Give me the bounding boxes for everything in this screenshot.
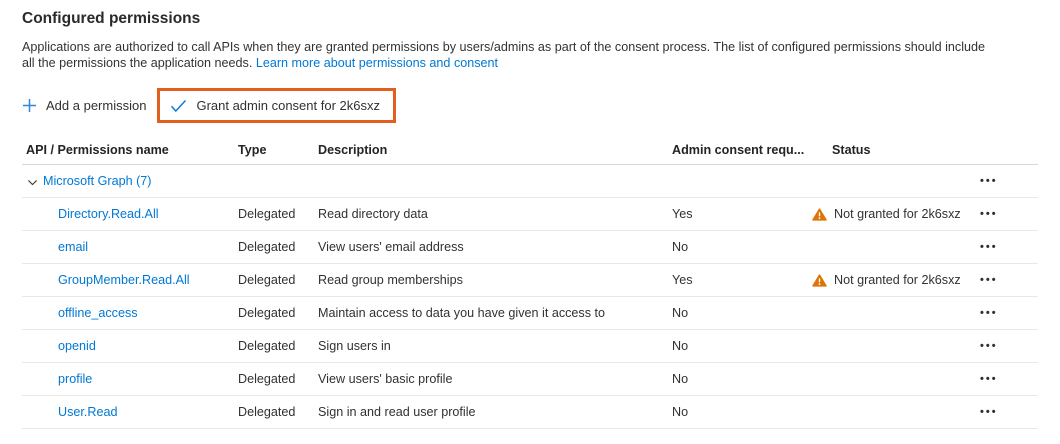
table-row: email Delegated View users' email addres… [22,231,1038,264]
warning-icon [812,273,827,287]
table-row: profile Delegated View users' basic prof… [22,363,1038,396]
status-cell: Not granted for 2k6sxz [812,207,980,221]
permission-description: Sign in and read user profile [318,405,476,419]
table-body: Directory.Read.All Delegated Read direct… [22,198,1038,429]
permission-description: View users' email address [318,240,464,254]
row-menu-button[interactable]: ••• [980,241,1014,253]
description-line2: all the permissions the application need… [22,56,253,70]
permission-type: Delegated [238,306,296,320]
api-group-cell: Microsoft Graph (7) [22,174,980,189]
permission-type: Delegated [238,339,296,353]
toolbar: Add a permission Grant admin consent for… [22,85,1038,126]
row-menu-button[interactable]: ••• [980,307,1014,319]
header-api-permissions-name: API / Permissions name [26,142,169,157]
permission-name-link[interactable]: openid [58,339,96,353]
status-cell [812,307,980,320]
header-description: Description [318,142,388,157]
permission-description: Sign users in [318,339,391,353]
learn-more-link[interactable]: Learn more about permissions and consent [255,56,499,70]
admin-consent-required-value: No [672,306,689,320]
admin-consent-required-value: No [672,339,689,353]
chevron-down-icon[interactable] [26,176,39,189]
table-row: Directory.Read.All Delegated Read direct… [22,198,1038,231]
status-cell [812,340,980,353]
row-menu-button[interactable]: ••• [980,340,1014,352]
permission-name-link[interactable]: email [58,240,89,254]
table-row: User.Read Delegated Sign in and read use… [22,396,1038,429]
header-type: Type [238,142,267,157]
row-menu-button[interactable]: ••• [980,274,1014,286]
permission-type: Delegated [238,273,296,287]
permission-description: Maintain access to data you have given i… [318,306,606,320]
grant-admin-consent-button[interactable]: Grant admin consent for 2k6sxz [170,98,380,113]
permission-description: Read directory data [318,207,428,221]
admin-consent-required-value: Yes [672,273,693,287]
row-menu-button[interactable]: ••• [980,175,1014,187]
admin-consent-required-value: Yes [672,207,693,221]
description-text: Applications are authorized to call APIs… [22,39,1038,71]
table-row: GroupMember.Read.All Delegated Read grou… [22,264,1038,297]
status-cell [812,406,980,419]
permission-name-link[interactable]: GroupMember.Read.All [58,273,190,287]
row-menu-button[interactable]: ••• [980,373,1014,385]
permission-type: Delegated [238,405,296,419]
plus-icon [22,98,37,113]
status-text: Not granted for 2k6sxz [834,207,961,221]
permission-type: Delegated [238,207,296,221]
row-menu-button[interactable]: ••• [980,406,1014,418]
grant-admin-consent-label: Grant admin consent for 2k6sxz [196,98,380,113]
row-menu-button[interactable]: ••• [980,208,1014,220]
permissions-table: API / Permissions name Type Description … [22,135,1038,429]
check-icon [170,99,187,113]
status-cell: Not granted for 2k6sxz [812,273,980,287]
permission-name-link[interactable]: profile [58,372,93,386]
configured-permissions-section: Configured permissions Applications are … [22,10,1038,429]
table-header-row: API / Permissions name Type Description … [22,135,1038,165]
add-permission-button[interactable]: Add a permission [22,98,146,113]
admin-consent-required-value: No [672,372,689,386]
permission-description: Read group memberships [318,273,463,287]
api-group-row: Microsoft Graph (7) ••• [22,165,1038,198]
permission-type: Delegated [238,240,296,254]
permission-type: Delegated [238,372,296,386]
page-title: Configured permissions [22,10,201,27]
status-cell [812,241,980,254]
api-group-link[interactable]: Microsoft Graph (7) [43,174,152,188]
warning-icon [812,207,827,221]
permission-description: View users' basic profile [318,372,453,386]
admin-consent-required-value: No [672,240,689,254]
permission-name-link[interactable]: offline_access [58,306,138,320]
grant-admin-consent-highlight: Grant admin consent for 2k6sxz [157,88,396,123]
add-permission-label: Add a permission [46,98,147,113]
table-row: openid Delegated Sign users in No ••• [22,330,1038,363]
header-status: Status [832,142,871,157]
header-admin-consent-required: Admin consent requ... [672,142,805,157]
admin-consent-required-value: No [672,405,689,419]
description-line1: Applications are authorized to call APIs… [22,40,986,54]
table-row: offline_access Delegated Maintain access… [22,297,1038,330]
status-text: Not granted for 2k6sxz [834,273,961,287]
permission-name-link[interactable]: Directory.Read.All [58,207,159,221]
permission-name-link[interactable]: User.Read [58,405,118,419]
status-cell [812,373,980,386]
